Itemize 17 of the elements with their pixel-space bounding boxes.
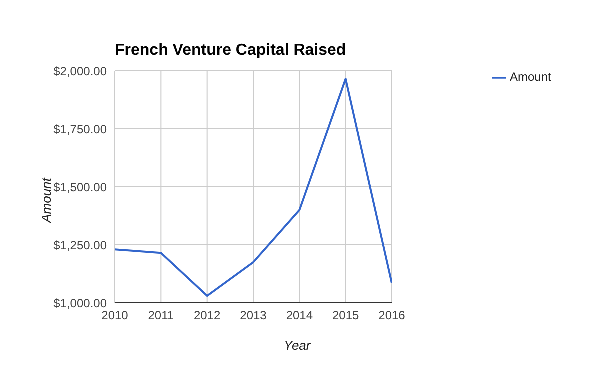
x-tick-label: 2011 xyxy=(148,308,174,323)
x-tick-label: 2015 xyxy=(332,308,360,323)
x-tick-label: 2010 xyxy=(102,308,129,323)
x-tick-label: 2013 xyxy=(240,308,268,323)
y-axis-title: Amount xyxy=(38,178,54,223)
y-tick-label: $1,500.00 xyxy=(54,180,108,194)
y-tick-label: $2,000.00 xyxy=(54,64,108,78)
y-tick-label: $1,750.00 xyxy=(54,122,108,136)
line-series xyxy=(115,78,392,298)
x-tick-label: 2012 xyxy=(194,308,222,323)
legend-label: Amount xyxy=(510,70,552,84)
x-tick-label: 2016 xyxy=(378,308,406,323)
y-tick-label: $1,250.00 xyxy=(54,238,108,252)
x-axis-title: Year xyxy=(284,338,311,353)
x-tick-label: 2014 xyxy=(286,308,314,323)
chart-title: French Venture Capital Raised xyxy=(115,42,346,60)
y-tick-label: $1,000.00 xyxy=(54,296,108,310)
